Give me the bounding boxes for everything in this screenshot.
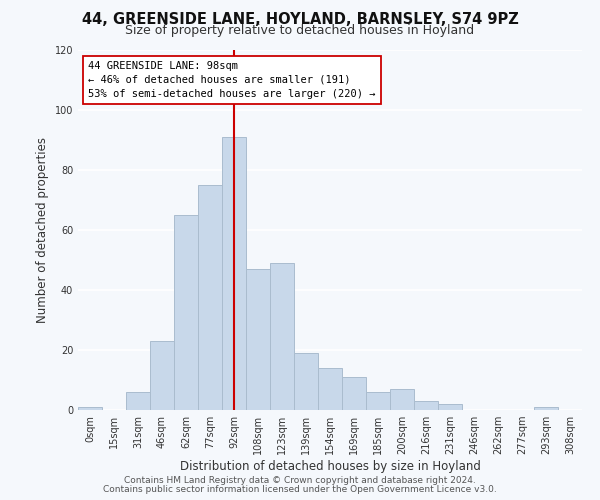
Text: 44, GREENSIDE LANE, HOYLAND, BARNSLEY, S74 9PZ: 44, GREENSIDE LANE, HOYLAND, BARNSLEY, S…: [82, 12, 518, 28]
Bar: [438, 404, 462, 410]
Bar: [318, 368, 342, 410]
Bar: [270, 263, 294, 410]
Bar: [150, 341, 174, 410]
Bar: [222, 137, 246, 410]
Bar: [534, 407, 558, 410]
Text: 44 GREENSIDE LANE: 98sqm
← 46% of detached houses are smaller (191)
53% of semi-: 44 GREENSIDE LANE: 98sqm ← 46% of detach…: [88, 61, 376, 99]
Bar: [390, 389, 414, 410]
Bar: [366, 392, 390, 410]
Y-axis label: Number of detached properties: Number of detached properties: [36, 137, 49, 323]
Bar: [414, 401, 438, 410]
Text: Contains HM Land Registry data © Crown copyright and database right 2024.: Contains HM Land Registry data © Crown c…: [124, 476, 476, 485]
X-axis label: Distribution of detached houses by size in Hoyland: Distribution of detached houses by size …: [179, 460, 481, 473]
Bar: [126, 392, 150, 410]
Bar: [78, 407, 102, 410]
Bar: [342, 377, 366, 410]
Bar: [174, 215, 198, 410]
Bar: [246, 269, 270, 410]
Text: Size of property relative to detached houses in Hoyland: Size of property relative to detached ho…: [125, 24, 475, 37]
Bar: [294, 353, 318, 410]
Text: Contains public sector information licensed under the Open Government Licence v3: Contains public sector information licen…: [103, 484, 497, 494]
Bar: [198, 185, 222, 410]
